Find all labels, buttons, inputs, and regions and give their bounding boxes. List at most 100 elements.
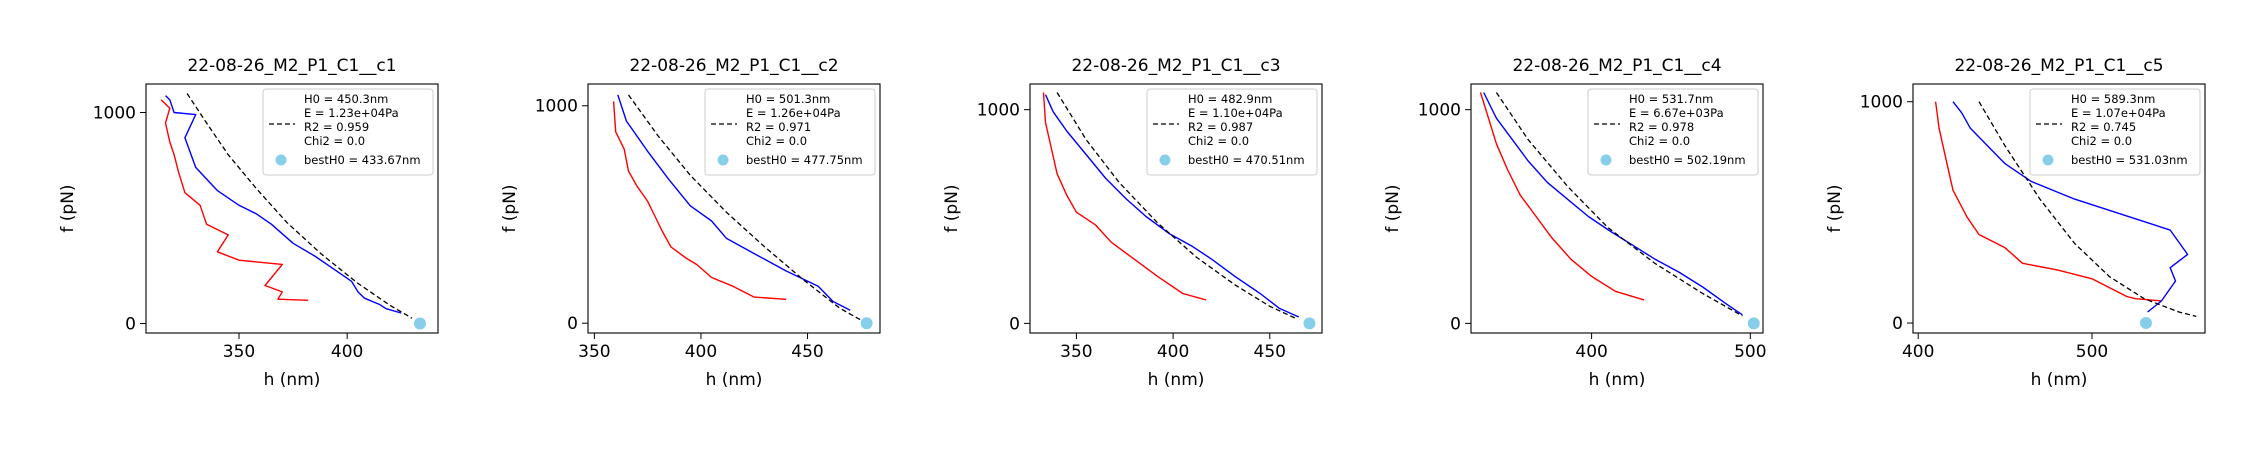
- x-axis-label: h (nm): [2031, 370, 2088, 390]
- legend-besth0-text: bestH0 = 477.75nm: [746, 153, 863, 167]
- legend-entry-text: H0 = 531.7nm: [1629, 92, 1713, 106]
- best-h0-point: [1303, 317, 1316, 330]
- subplot-5: 22-08-26_M2_P1_C1__c5 400 500 0 1000 h (nm) f …: [1825, 56, 2206, 390]
- legend-entry-text: Chi2 = 0.0: [1188, 134, 1249, 148]
- legend-entry-text: Chi2 = 0.0: [1629, 134, 1690, 148]
- y-tick-label: 0: [125, 315, 136, 335]
- fit-curve: [1056, 92, 1296, 319]
- legend-besth0-text: bestH0 = 470.51nm: [1188, 153, 1305, 167]
- approach-curve: [1044, 94, 1300, 318]
- legend-besth0-marker: [717, 154, 729, 166]
- subplot-3: 22-08-26_M2_P1_C1__c3 350 400 450 0 1000 h (nm…: [942, 56, 1323, 390]
- legend-box: [704, 88, 876, 176]
- retract-curve: [1934, 101, 2162, 302]
- subplot-1: 22-08-26_M2_P1_C1__c1 350 400 0 1000 h (nm) f …: [58, 56, 439, 390]
- plot-title: 22-08-26_M2_P1_C1__c1: [187, 56, 396, 76]
- best-h0-point: [2139, 317, 2152, 330]
- legend-entry-text: R2 = 0.971: [746, 120, 811, 134]
- legend-entry-text: E = 1.10e+04Pa: [1188, 106, 1283, 120]
- x-tick-label: 400: [685, 342, 717, 362]
- x-tick-label: 400: [1902, 342, 1934, 362]
- best-h0-point: [1747, 317, 1760, 330]
- y-tick-label: 1000: [93, 103, 136, 123]
- legend-entry-text: E = 1.07e+04Pa: [2071, 106, 2166, 120]
- fit-curve: [1978, 101, 2197, 318]
- y-tick-label: 0: [1892, 314, 1903, 334]
- best-h0-point: [860, 317, 873, 330]
- legend-entry-text: R2 = 0.745: [2071, 120, 2136, 134]
- x-tick-label: 350: [223, 342, 255, 362]
- approach-curve: [617, 94, 851, 311]
- legend-entry-text: H0 = 501.3nm: [746, 92, 830, 106]
- legend-besth0-marker: [1159, 154, 1171, 166]
- x-tick-label: 500: [2076, 342, 2108, 362]
- y-tick-label: 1000: [977, 101, 1020, 121]
- y-tick-label: 1000: [1860, 93, 1903, 113]
- legend-entry-text: H0 = 450.3nm: [304, 92, 388, 106]
- x-tick-label: 500: [1734, 342, 1766, 362]
- y-axis-label: f (pN): [1383, 184, 1403, 232]
- retract-curve: [612, 101, 787, 300]
- legend-entry-text: E = 1.23e+04Pa: [304, 106, 399, 120]
- y-axis-label: f (pN): [942, 184, 962, 232]
- fit-curve: [1495, 92, 1743, 317]
- legend-box: [2029, 88, 2201, 176]
- approach-curve: [1483, 92, 1743, 316]
- legend-besth0-marker: [2042, 154, 2054, 166]
- legend-entry-text: E = 6.67e+03Pa: [1629, 106, 1724, 120]
- plot-frame: [587, 83, 881, 334]
- legend-besth0-text: bestH0 = 433.67nm: [304, 153, 421, 167]
- x-tick-label: 400: [1575, 342, 1607, 362]
- y-axis-label: f (pN): [500, 184, 520, 232]
- x-axis-label: h (nm): [1148, 370, 1205, 390]
- legend-box: [1146, 88, 1318, 176]
- x-tick-label: 450: [791, 342, 823, 362]
- y-axis-label: f (pN): [1825, 184, 1845, 232]
- best-h0-point: [413, 317, 426, 330]
- y-tick-label: 0: [1009, 314, 1020, 334]
- subplot-4: 22-08-26_M2_P1_C1__c4 400 500 0 1000 h (nm) f …: [1383, 56, 1767, 390]
- y-tick-label: 1000: [535, 97, 578, 117]
- x-tick-label: 350: [578, 342, 610, 362]
- plot-frame: [1029, 83, 1323, 334]
- legend-entry-text: Chi2 = 0.0: [746, 134, 807, 148]
- plot-title: 22-08-26_M2_P1_C1__c5: [1954, 56, 2163, 76]
- x-axis-label: h (nm): [706, 370, 763, 390]
- retract-curve: [1479, 92, 1645, 301]
- legend-entry-text: R2 = 0.987: [1188, 120, 1253, 134]
- plot-frame: [1470, 83, 1764, 334]
- legend-entry-text: R2 = 0.978: [1629, 120, 1694, 134]
- x-tick-label: 400: [331, 342, 363, 362]
- legend-entry-text: Chi2 = 0.0: [304, 134, 365, 148]
- legend-besth0-text: bestH0 = 502.19nm: [1629, 153, 1746, 167]
- legend-entry-text: Chi2 = 0.0: [2071, 134, 2132, 148]
- plot-title: 22-08-26_M2_P1_C1__c4: [1512, 56, 1721, 76]
- x-tick-label: 350: [1060, 342, 1092, 362]
- legend-entry-text: H0 = 482.9nm: [1188, 92, 1272, 106]
- legend-entry-text: R2 = 0.959: [304, 120, 369, 134]
- y-tick-label: 0: [567, 314, 578, 334]
- plot-title: 22-08-26_M2_P1_C1__c2: [629, 56, 838, 76]
- approach-curve: [165, 95, 402, 314]
- retract-curve: [160, 99, 309, 301]
- y-axis-label: f (pN): [58, 184, 78, 232]
- retract-curve: [1042, 92, 1207, 301]
- fit-curve: [186, 93, 413, 319]
- legend-besth0-marker: [1600, 154, 1612, 166]
- plot-frame: [1912, 83, 2206, 334]
- legend-besth0-marker: [275, 154, 287, 166]
- x-axis-label: h (nm): [264, 370, 321, 390]
- legend-entry-text: E = 1.26e+04Pa: [746, 106, 841, 120]
- plot-title: 22-08-26_M2_P1_C1__c3: [1071, 56, 1280, 76]
- plot-frame: [145, 83, 439, 334]
- x-axis-label: h (nm): [1589, 370, 1646, 390]
- x-tick-label: 450: [1254, 342, 1286, 362]
- y-tick-label: 1000: [1418, 101, 1461, 121]
- subplot-2: 22-08-26_M2_P1_C1__c2 350 400 450 0 1000 h (nm…: [500, 56, 881, 390]
